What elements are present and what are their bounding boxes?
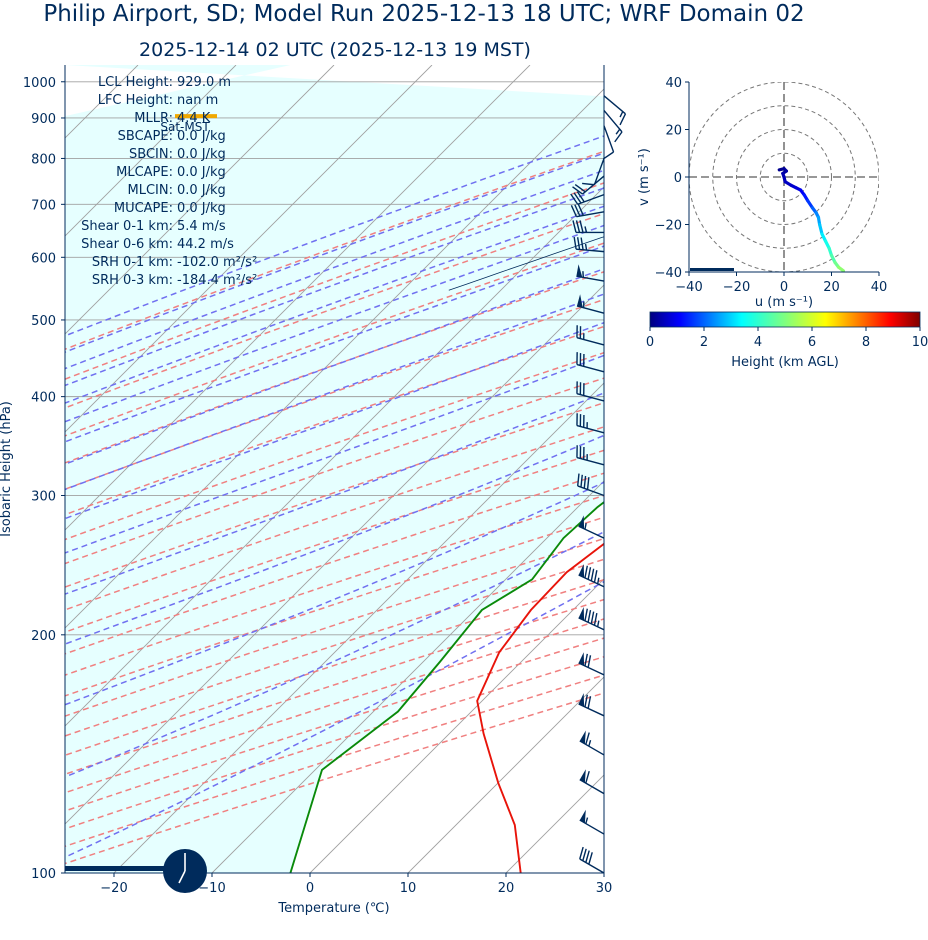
colorbar-tick-label: 2 [700, 335, 708, 350]
index-label: Shear 0-6 km: [81, 237, 173, 252]
y-tick-label: 700 [31, 198, 56, 213]
skewt-x-axis-label: Temperature (℃) [277, 901, 389, 916]
barb-half [620, 112, 623, 118]
barb-shaft [604, 110, 622, 131]
y-tick-label: 100 [31, 867, 56, 882]
colorbar-tick-label: 0 [646, 335, 654, 350]
index-label: SRH 0-1 km: [92, 255, 173, 270]
index-label: MLCAPE: [116, 165, 173, 180]
index-label: LFC Height: [98, 93, 173, 108]
colorbar-tick-label: 6 [808, 335, 816, 350]
hodo-bottom-marker [690, 268, 734, 271]
index-value: 4.4 K [177, 111, 211, 126]
index-label: MLCIN: [128, 183, 173, 198]
isotherm-line [604, 65, 928, 873]
index-label: Shear 0-1 km: [81, 219, 173, 234]
figure-subtitle: 2025-12-14 02 UTC (2025-12-13 19 MST) [139, 39, 531, 61]
index-label: SBCAPE: [118, 129, 173, 144]
hodo-x-tick-label: 0 [780, 280, 788, 295]
y-tick-label: 1000 [23, 76, 56, 91]
colorbar [650, 312, 920, 327]
barb-half [616, 129, 620, 134]
x-tick-label: 10 [400, 881, 417, 896]
index-label: MUCAPE: [114, 201, 173, 216]
x-tick-label: −20 [100, 881, 127, 896]
barb-shaft [604, 96, 625, 114]
index-label: LCL Height: [98, 75, 173, 90]
x-tick-label: 0 [306, 881, 314, 896]
index-label: SRH 0-3 km: [92, 273, 173, 288]
colorbar-tick-label: 10 [912, 335, 928, 350]
wind-barb [604, 110, 622, 141]
hodo-y-tick-label: −40 [655, 266, 682, 281]
isotherm-line [702, 65, 928, 873]
barb-full [603, 152, 613, 159]
hodo-y-tick-label: 20 [665, 124, 682, 139]
colorbar-tick-label: 4 [754, 335, 762, 350]
index-value: -184.4 m²/s² [177, 273, 257, 288]
hodo-y-tick-label: −20 [655, 219, 682, 234]
skewt-y-axis-label: Isobaric Height (hPa) [0, 401, 14, 537]
y-tick-label: 800 [31, 152, 56, 167]
hodo-x-tick-label: −40 [675, 280, 702, 295]
mixing-ratio-line [893, 65, 928, 257]
x-tick-label: 20 [498, 881, 515, 896]
wind-barb [603, 126, 613, 159]
hodo-y-tick-label: 0 [674, 171, 682, 186]
index-value: 0.0 J/kg [177, 165, 226, 180]
barb-half [586, 244, 587, 250]
mixing-ratio-line [828, 65, 928, 257]
index-value: -102.0 m²/s² [177, 255, 257, 270]
colorbar-label: Height (km AGL) [731, 355, 839, 370]
clock-icon [163, 849, 207, 893]
hodo-y-axis-label: v (m s⁻¹) [637, 148, 652, 206]
barb-shaft [604, 126, 614, 152]
wind-barb [604, 96, 625, 125]
index-value: nan m [177, 93, 218, 108]
x-tick-label: 30 [596, 881, 613, 896]
index-value: 0.0 J/kg [177, 183, 226, 198]
hodo-segment [839, 267, 844, 271]
index-value: 5.4 m/s [177, 219, 226, 234]
index-value: 0.0 J/kg [177, 147, 226, 162]
figure-title: Philip Airport, SD; Model Run 2025-12-13… [43, 1, 804, 27]
hodo-x-tick-label: 20 [823, 280, 840, 295]
y-tick-label: 300 [31, 489, 56, 504]
colorbar-tick-label: 8 [862, 335, 870, 350]
hodo-x-tick-label: 40 [871, 280, 888, 295]
mixing-ratio-line [700, 65, 928, 257]
y-tick-label: 200 [31, 629, 56, 644]
hodo-x-tick-label: −20 [723, 280, 750, 295]
index-label: MLLR: [134, 111, 173, 126]
hodo-y-tick-label: 40 [665, 76, 682, 91]
barb-full [615, 132, 622, 142]
index-value: 0.0 J/kg [177, 201, 226, 216]
y-tick-label: 900 [31, 112, 56, 127]
y-tick-label: 500 [31, 314, 56, 329]
hodo-x-axis-label: u (m s⁻¹) [755, 295, 813, 310]
index-value: 0.0 J/kg [177, 129, 226, 144]
y-tick-label: 600 [31, 251, 56, 266]
index-value: 44.2 m/s [177, 237, 234, 252]
index-label: SBCIN: [129, 147, 173, 162]
y-tick-label: 400 [31, 391, 56, 406]
index-value: 929.0 m [177, 75, 231, 90]
